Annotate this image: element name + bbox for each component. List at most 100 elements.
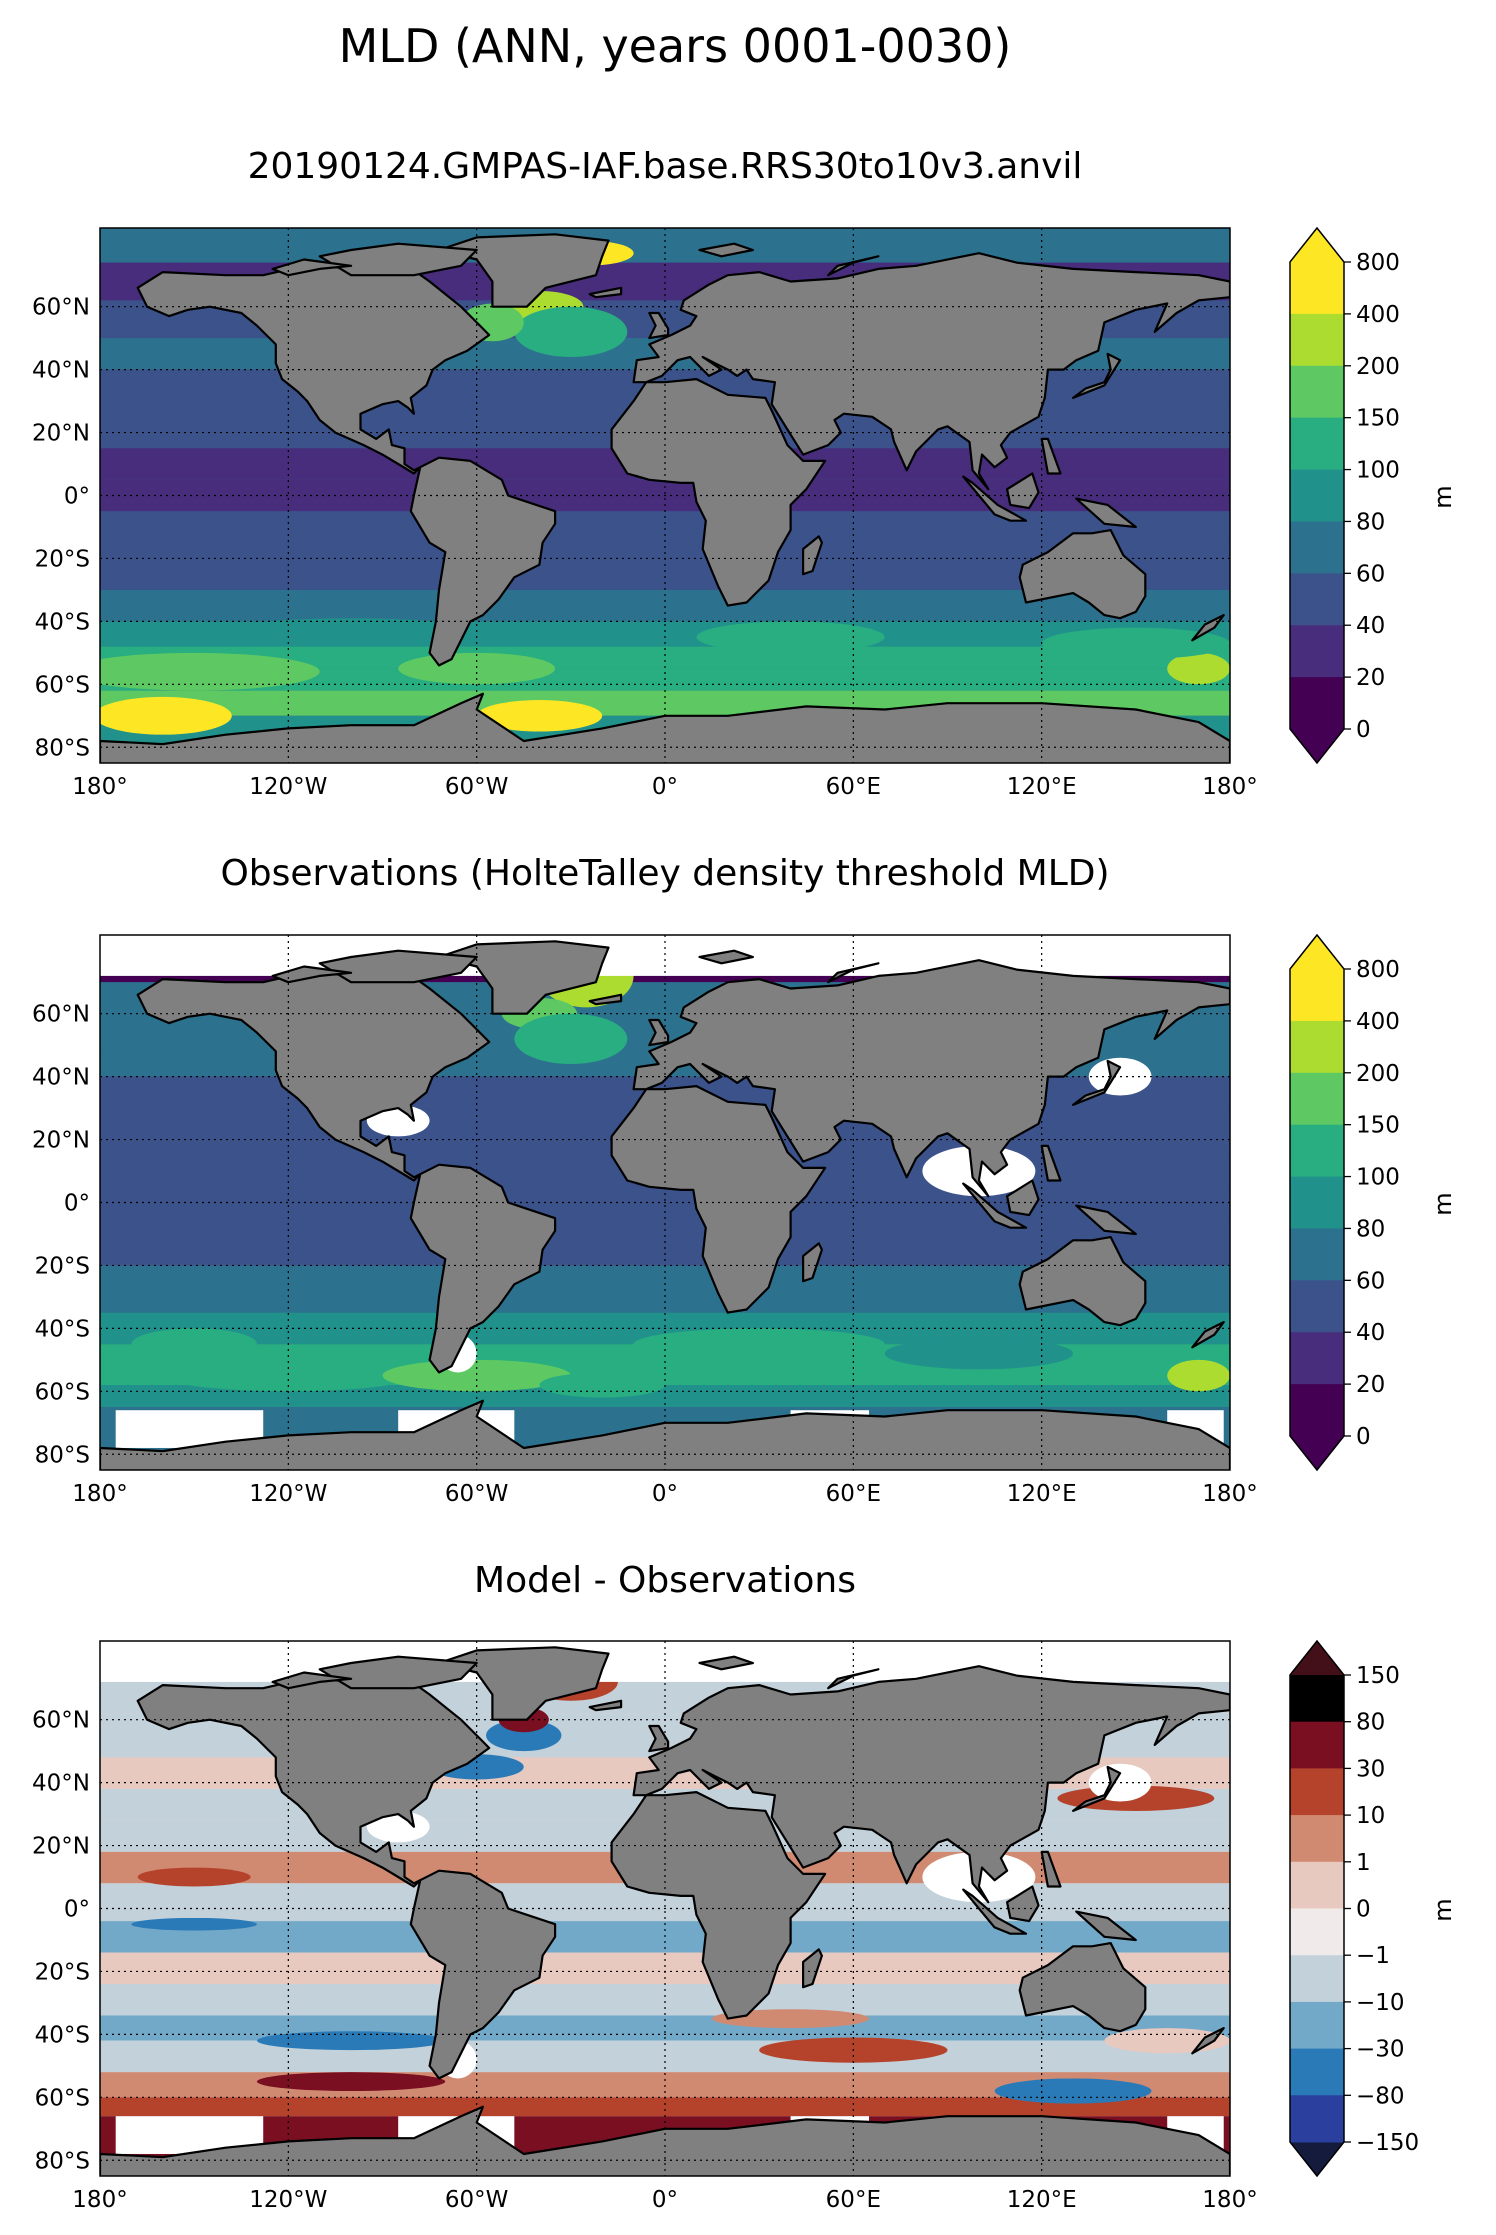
colorbar-tick-label: 150 [1356,1663,1400,1689]
landmass [827,255,880,277]
colorbar-tick-label: 80 [1356,1710,1385,1736]
landmass [1006,472,1040,510]
colorbar-bin [1290,1020,1344,1074]
map-observations [100,935,1230,1470]
colorbar-tick-label: 20 [1356,665,1385,691]
ocean-band [100,646,1230,669]
landmass [1072,1765,1122,1812]
colorbar-tick-label: 0 [1356,1424,1371,1450]
y-tick-label: 40°N [32,358,90,384]
landmass [1018,529,1147,620]
landmass [318,1655,478,1690]
colorbar-bin [1290,677,1344,730]
colorbar-bin [1290,1228,1344,1281]
ocean-feature [514,306,628,358]
y-tick-label: 0° [64,484,90,510]
x-axis-observations: 180° 120°W 60°W 0° 60°E 120°E 180° [72,1481,1257,1507]
landmass [1018,1942,1147,2033]
landmass [271,965,353,984]
ocean-feature [100,652,320,691]
x-tick-label: 120°W [249,1481,327,1507]
colorbar-tick-label: 60 [1356,1268,1385,1294]
colorbar-tick-label: −1 [1356,1943,1390,1969]
colorbar-bin [1290,1384,1344,1437]
gridlines [100,1641,1230,2176]
colorbar-label-difference: m [1429,1898,1457,1921]
landmass [437,233,610,308]
ocean-feature [994,2078,1152,2104]
map-model [100,228,1230,763]
landmass [610,1791,827,2020]
landmass [698,1655,754,1671]
colorbar-tick-label: −10 [1356,1990,1405,2016]
colorbar-bin [1290,1815,1344,1863]
landmass [1191,614,1225,642]
y-tick-label: 40°S [35,609,90,635]
colorbar-bin [1290,313,1344,367]
figure-title: MLD (ANN, years 0001-0030) [339,19,1012,73]
colorbar-tick-label: 0 [1356,1897,1371,1923]
colorbar-bin [1290,1124,1344,1178]
y-tick-label: 60°S [35,2085,90,2111]
axes-frame-observations [99,934,1231,1471]
y-tick-label: 20°S [35,546,90,572]
colorbar-label-observations: m [1429,1192,1457,1215]
ocean-feature [162,1359,414,1392]
y-axis-observations: 60°N 40°N 20°N 0° 20°S 40°S 60°S 80°S [32,1002,90,1469]
colorbar-bin [1290,1675,1344,1723]
landmass [1075,1204,1137,1236]
x-tick-label: 60°W [445,2187,509,2213]
colorbar-tick-label: 10 [1356,1803,1385,1829]
landmass [648,311,670,340]
landmass [802,535,823,576]
x-tick-label: 60°W [445,1481,509,1507]
x-tick-label: 60°W [445,774,509,800]
landmass [648,1018,670,1047]
colorbar-tick-label: 800 [1356,957,1400,983]
colorbar-bin [1290,1908,1344,1956]
colorbar-tick-label: 150 [1356,406,1400,432]
landmass [271,1671,353,1690]
colorbar-extend-low [1290,1436,1344,1470]
ocean-feature [514,1013,628,1065]
land [100,940,1230,1470]
x-tick-label: 0° [652,774,678,800]
landmass [1040,1850,1062,1888]
y-tick-label: 20°N [32,1128,90,1154]
x-tick-label: 120°W [249,2187,327,2213]
y-tick-label: 40°N [32,1065,90,1091]
x-tick-label: 180° [1202,774,1257,800]
landmass [1191,1321,1225,1349]
x-tick-label: 120°E [1007,1481,1077,1507]
x-tick-label: 0° [652,2187,678,2213]
landmass [136,1677,491,1888]
landmass [136,971,491,1182]
panel-model: 20190124.GMPAS-IAF.base.RRS30to10v3.anvi… [32,146,1457,800]
colorbar-bin [1290,365,1344,419]
colorbar-bin [1290,262,1344,315]
y-tick-label: 60°N [32,1002,90,1028]
landmass [1072,352,1122,399]
y-tick-label: 20°S [35,1253,90,1279]
landmass [648,1724,670,1753]
colorbar-tick-label: 150 [1356,1113,1400,1139]
landmass [610,1085,827,1314]
colorbar-tick-label: 40 [1356,613,1385,639]
colorbar-extend-low [1290,729,1344,763]
colorbar-bin [1290,1721,1344,1769]
colorbar-tick-label: 400 [1356,302,1400,328]
x-tick-label: 180° [72,2187,127,2213]
y-tick-label: 40°S [35,1316,90,1342]
landmass [698,949,754,965]
landmass [588,1699,623,1712]
colorbar-tick-label: 200 [1356,354,1400,380]
colorbar-bin [1290,2001,1344,2050]
colorbar-bin [1290,969,1344,1022]
ocean-band [100,511,1230,543]
colorbar-bin [1290,1280,1344,1333]
colorbar-bin [1290,1332,1344,1385]
axes-frame-model [99,227,1231,764]
x-axis-difference: 180° 120°W 60°W 0° 60°E 120°E 180° [72,2187,1257,2213]
colorbar-tick-label: 60 [1356,561,1385,587]
